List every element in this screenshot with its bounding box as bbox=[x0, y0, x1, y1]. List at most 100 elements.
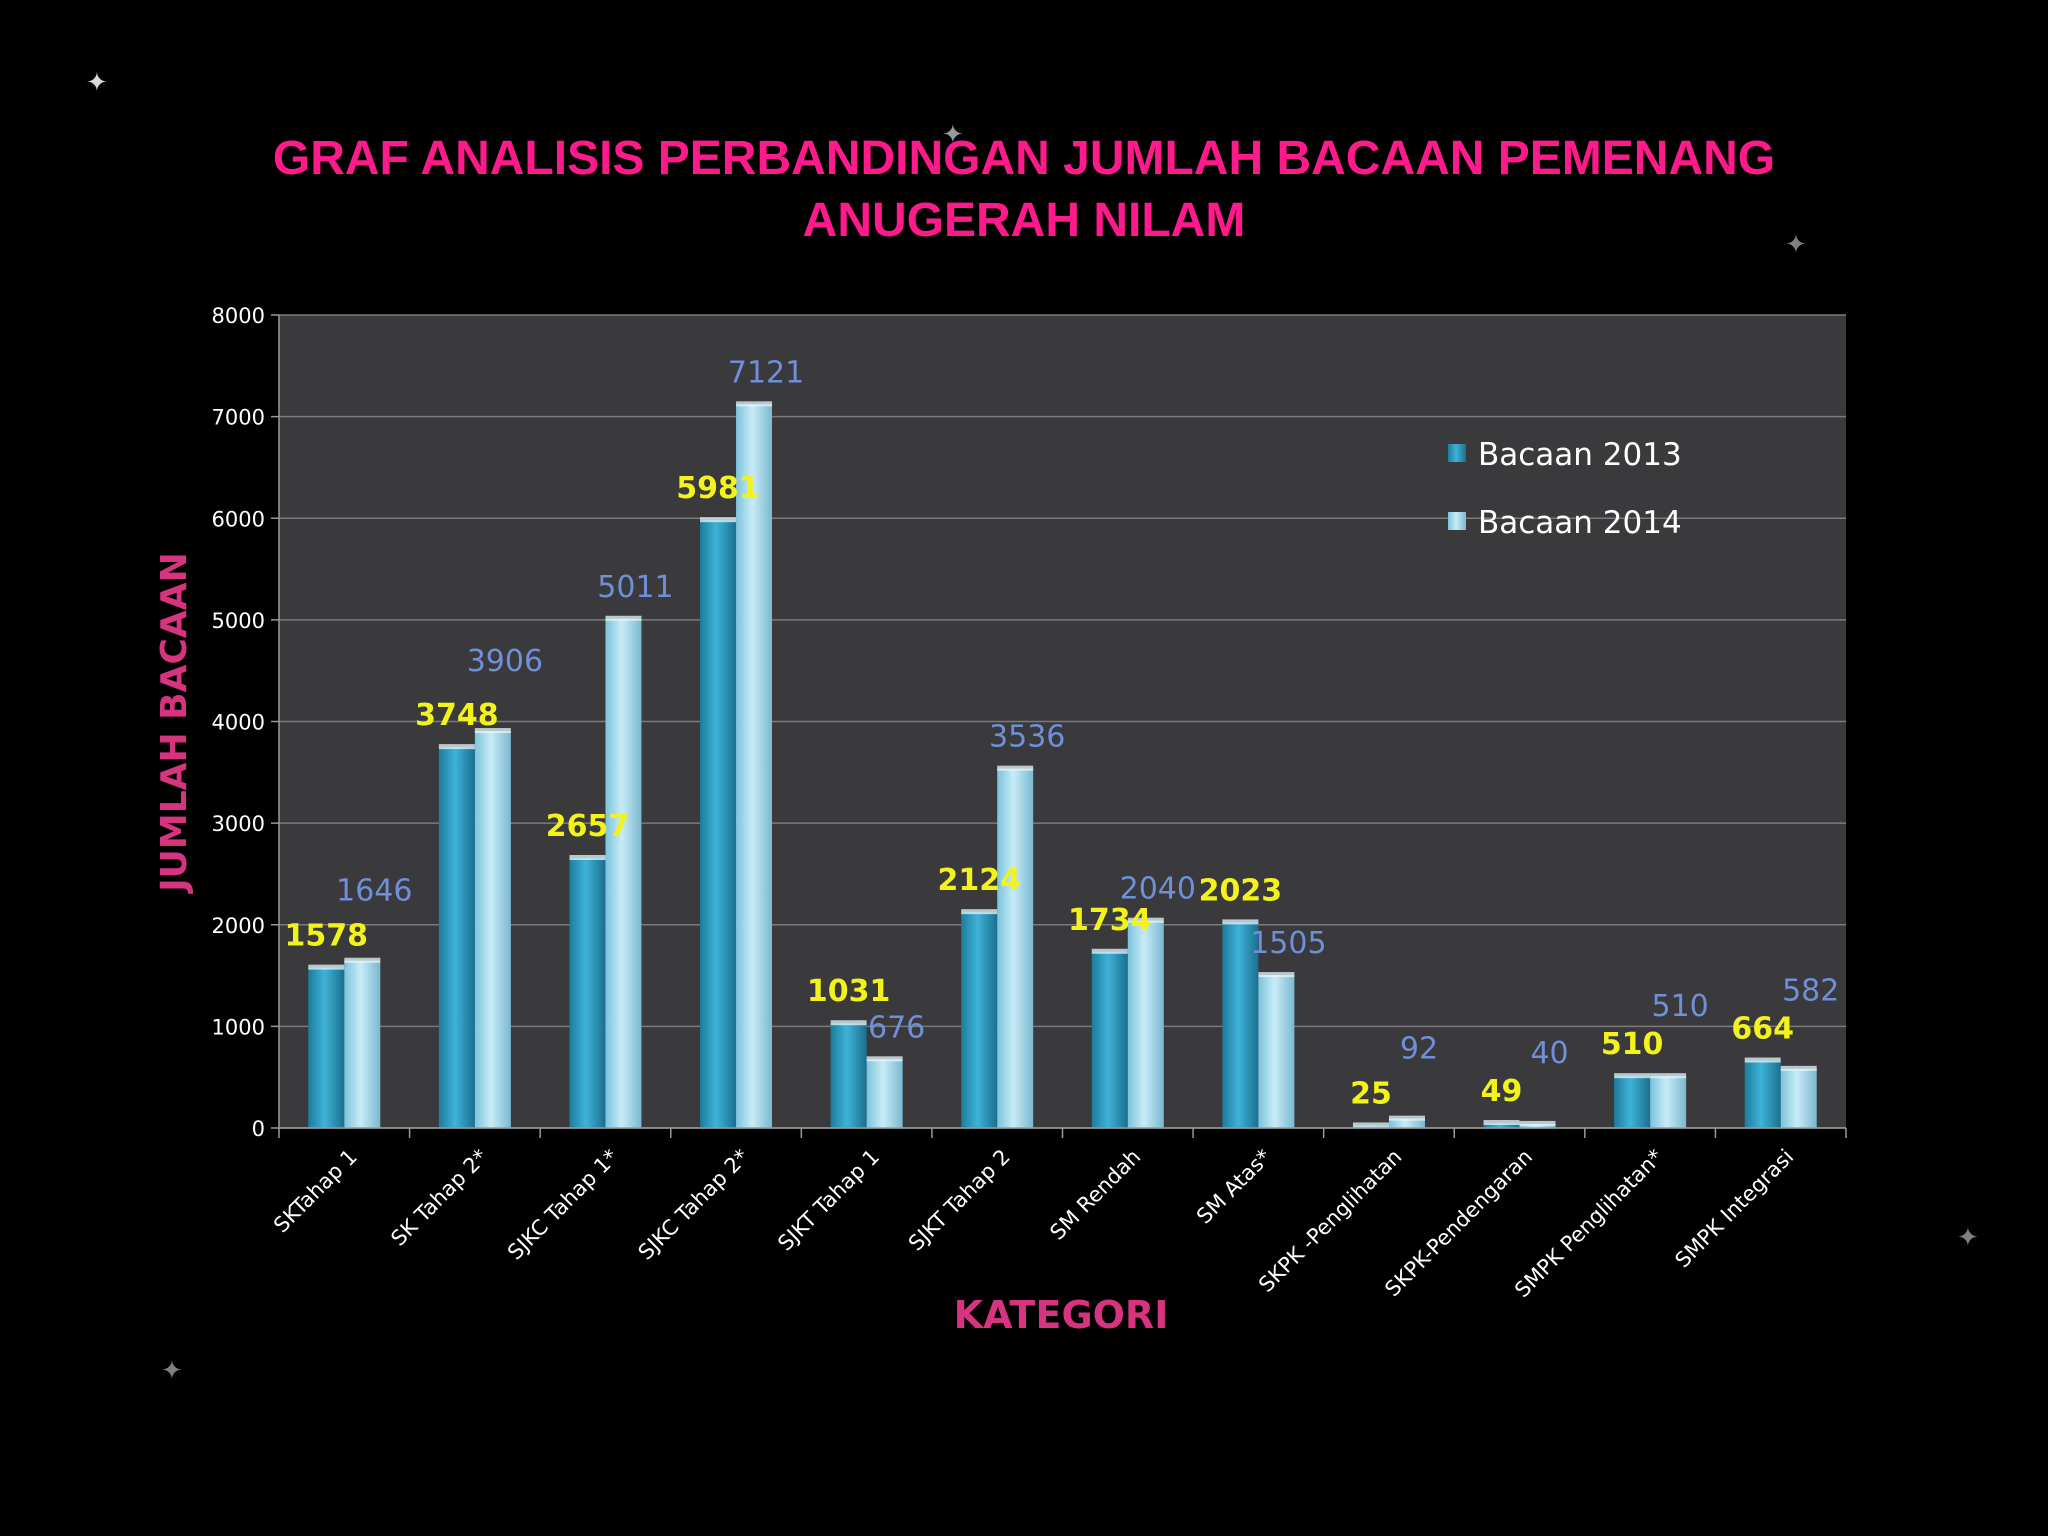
legend: Bacaan 2013 Bacaan 2014 bbox=[1448, 437, 1682, 541]
bar-2013 bbox=[569, 857, 606, 1128]
data-label-2014: 3906 bbox=[467, 644, 543, 679]
bar-2014-cap bbox=[474, 728, 511, 734]
bar-2014 bbox=[1519, 1123, 1556, 1128]
data-label-2014: 2040 bbox=[1120, 872, 1196, 907]
data-label-2013: 664 bbox=[1731, 1012, 1794, 1047]
legend-label: Bacaan 2013 bbox=[1478, 437, 1682, 473]
y-tick-label: 3000 bbox=[212, 812, 265, 836]
title-line-2: ANUGERAH NILAM bbox=[802, 194, 1246, 247]
data-label-2014: 1646 bbox=[336, 874, 412, 909]
data-label-2014: 5011 bbox=[597, 570, 673, 605]
bar-2013-cap bbox=[1352, 1122, 1389, 1128]
legend-swatch bbox=[1448, 512, 1466, 530]
x-tick-label: SJKC Tahap 2* bbox=[634, 1145, 754, 1265]
bar-2014 bbox=[736, 404, 773, 1128]
bar-2014 bbox=[1780, 1068, 1817, 1128]
x-tick-label: SJKT Tahap 1 bbox=[773, 1145, 884, 1256]
slide-title: GRAF ANALISIS PERBANDINGAN JUMLAH BACAAN… bbox=[0, 128, 2048, 252]
data-label-2014: 92 bbox=[1400, 1032, 1438, 1067]
bar-2014-cap bbox=[1258, 972, 1295, 978]
x-tick-label: SM Rendah bbox=[1045, 1145, 1145, 1245]
bar-2013-cap bbox=[438, 744, 475, 750]
y-tick-label: 4000 bbox=[212, 711, 265, 735]
bar-2014 bbox=[605, 618, 642, 1128]
legend-swatch bbox=[1448, 444, 1466, 462]
data-label-2014: 40 bbox=[1530, 1036, 1568, 1071]
x-tick-label: SMPK Penglihatan* bbox=[1510, 1145, 1668, 1303]
sparkle-decoration: ✦ bbox=[161, 1356, 183, 1386]
bar-2014 bbox=[997, 768, 1034, 1128]
y-tick-label: 8000 bbox=[212, 304, 265, 328]
bar-2014-cap bbox=[344, 957, 381, 963]
data-label-2013: 2657 bbox=[546, 809, 630, 844]
bar-2014 bbox=[1650, 1076, 1687, 1128]
bar-2014 bbox=[1388, 1118, 1425, 1128]
data-label-2013: 2124 bbox=[937, 863, 1021, 898]
x-tick-label: SKTahap 1 bbox=[269, 1145, 362, 1238]
bar-2013 bbox=[1744, 1060, 1781, 1128]
bar-2013-cap bbox=[700, 517, 737, 523]
bar-2013 bbox=[961, 912, 998, 1128]
x-tick-label: SKPK -Penglihatan bbox=[1254, 1145, 1406, 1297]
bar-2014 bbox=[1127, 920, 1164, 1128]
x-axis-title: KATEGORI bbox=[954, 1293, 1169, 1337]
bar-2014 bbox=[1258, 975, 1295, 1128]
legend-item-2013: Bacaan 2013 bbox=[1448, 437, 1682, 473]
bar-2013 bbox=[1614, 1076, 1651, 1128]
bar-2013 bbox=[700, 520, 737, 1128]
bar-2014-cap bbox=[1780, 1065, 1817, 1071]
bar-2013 bbox=[1222, 922, 1259, 1128]
bar-2013-cap bbox=[830, 1020, 867, 1026]
data-label-2014: 3536 bbox=[989, 720, 1065, 755]
bar-2014 bbox=[866, 1059, 903, 1128]
bar-2014 bbox=[474, 731, 511, 1128]
y-tick-label: 6000 bbox=[212, 507, 265, 531]
y-tick-label: 0 bbox=[252, 1117, 265, 1141]
bar-2014-cap bbox=[866, 1056, 903, 1062]
data-label-2013: 49 bbox=[1481, 1074, 1523, 1109]
data-label-2013: 3748 bbox=[415, 698, 499, 733]
bar-2013-cap bbox=[1091, 948, 1128, 954]
bar-2013 bbox=[1483, 1123, 1520, 1128]
data-label-2013: 1031 bbox=[807, 974, 891, 1009]
x-tick-label: SKPK-Pendengaran bbox=[1380, 1145, 1537, 1302]
data-label-2014: 510 bbox=[1651, 989, 1708, 1024]
bar-2013 bbox=[308, 967, 345, 1128]
y-tick-label: 2000 bbox=[212, 914, 265, 938]
sparkle-decoration: ✦ bbox=[1785, 230, 1807, 260]
data-label-2013: 25 bbox=[1350, 1076, 1392, 1111]
bar-2014 bbox=[344, 960, 381, 1128]
data-label-2013: 5981 bbox=[676, 471, 760, 506]
bar-2013-cap bbox=[1744, 1057, 1781, 1063]
sparkle-decoration: ✦ bbox=[1957, 1223, 1979, 1253]
title-line-1: GRAF ANALISIS PERBANDINGAN JUMLAH BACAAN… bbox=[272, 132, 1776, 185]
sparkle-decoration: ✦ bbox=[942, 120, 964, 150]
bar-2014-cap bbox=[1127, 917, 1164, 923]
y-axis-title: JUMLAH BACAAN bbox=[154, 552, 195, 895]
bar-2014-cap bbox=[1650, 1073, 1687, 1079]
data-label-2013: 2023 bbox=[1199, 873, 1283, 908]
bar-2013 bbox=[830, 1023, 867, 1128]
bar-2013-cap bbox=[1614, 1073, 1651, 1079]
data-label-2014: 1505 bbox=[1250, 926, 1326, 961]
bar-2014-cap bbox=[605, 615, 642, 621]
legend-label: Bacaan 2014 bbox=[1478, 505, 1682, 541]
bar-2014-cap bbox=[1388, 1115, 1425, 1121]
bar-2013-cap bbox=[569, 854, 606, 860]
y-tick-label: 1000 bbox=[212, 1015, 265, 1039]
bar-2014-cap bbox=[997, 765, 1034, 771]
sparkle-decoration: ✦ bbox=[86, 68, 108, 98]
y-axis: 0 1000 2000 3000 4000 5000 6000 7000 8000 bbox=[212, 304, 280, 1141]
bar-2014-cap bbox=[736, 401, 773, 407]
bar-2013-cap bbox=[308, 964, 345, 970]
y-tick-label: 5000 bbox=[212, 609, 265, 633]
x-tick-label: SMPK Integrasi bbox=[1670, 1145, 1798, 1273]
data-label-2014: 7121 bbox=[728, 355, 804, 390]
data-label-2013: 1578 bbox=[285, 919, 369, 954]
bar-2013-cap bbox=[961, 909, 998, 915]
x-tick-label: SK Tahap 2* bbox=[386, 1145, 492, 1251]
data-label-2014: 676 bbox=[868, 1010, 925, 1045]
data-label-2013: 510 bbox=[1601, 1027, 1664, 1062]
